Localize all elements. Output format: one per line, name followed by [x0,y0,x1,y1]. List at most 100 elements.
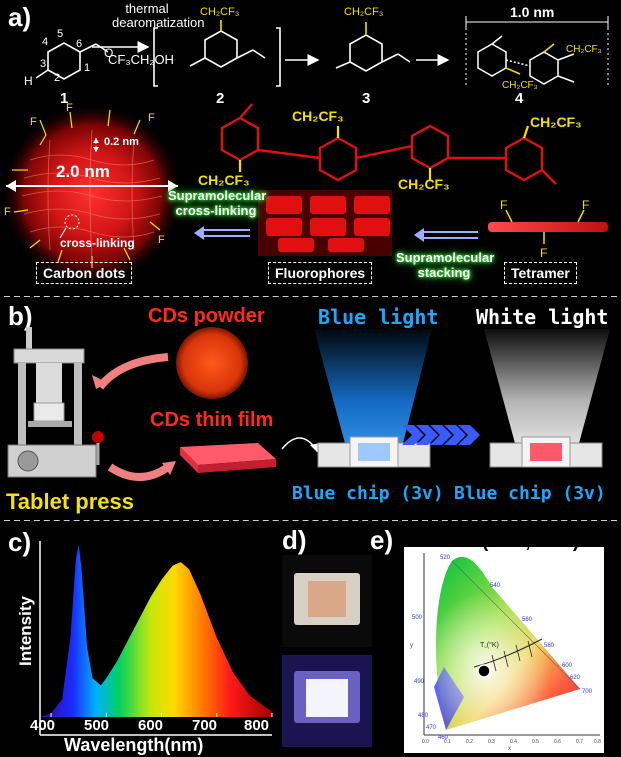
white-light-label: White light [476,305,609,329]
tetramer-rod-f-branches [505,209,585,244]
fluorine-label-1: F [30,116,37,128]
xtick-600: 600 [138,717,164,734]
substituent-3: CH₂CF₃ [344,6,384,18]
press-arrow-bottom [107,463,171,481]
fluorine-label-3: F [148,112,155,124]
reaction-condition-label: thermal dearomatization [112,1,205,30]
fluorine-label-7: F [582,198,590,212]
fluorine-label-6: F [500,198,508,212]
compound-4-structure [477,35,575,85]
panel-b-label: b) [8,301,33,331]
white-light-beam [484,329,610,447]
spectrum-chart [39,541,273,736]
panel-e-label: e) [370,525,394,555]
dimension-dot-label: 2.0 nm [56,162,110,181]
carbon-dot-sphere [0,102,184,286]
cie-wl-580: 580 [544,643,555,649]
aldehyde-o-1: O [104,46,114,60]
panel-a: a) [0,0,621,295]
svg-text:0.1: 0.1 [444,739,451,745]
dimension-f-label: 0.2 nm [104,136,139,148]
substituent-4b: CH₂CF₃ [502,80,538,91]
xtick-500: 500 [84,717,110,734]
svg-text:0.7: 0.7 [576,739,583,745]
panel-a-label: a) [8,2,32,32]
hydroxyl-h-1: H [24,74,33,88]
xtick-400: 400 [30,717,56,734]
cds-powder-label: CDs powder [148,305,265,327]
cie-wl-540: 540 [490,583,501,589]
ring-number-2: 2 [54,72,61,84]
blue-chip-left-image [317,436,431,468]
svg-text:0.3: 0.3 [488,739,495,745]
cie-coordinate-label: (0.27, 0.25) [482,531,580,552]
xtick-700: 700 [192,717,218,734]
ring-number-5: 5 [57,28,64,40]
compound-3-label: 3 [362,90,371,107]
carbon-dot-fluorine-branches [12,109,161,268]
panel-a-drawing [0,16,609,286]
ring-number-4: 4 [42,36,49,48]
spectrum-xlabel: Wavelength(nm) [64,735,204,755]
svg-text:0.6: 0.6 [554,739,561,745]
cds-thin-film-label: CDs thin film [150,409,274,431]
cds-thin-film-image [180,443,276,473]
substituent-4a: CH₂CF₃ [566,44,602,55]
substituent-2: CH₂CF₃ [200,6,240,18]
cie-x-ticks: 0.0 0.1 0.2 0.3 0.4 0.5 0.6 0.7 0.8 [422,739,601,745]
tablet-press-label: Tablet press [6,489,134,514]
panel-b: b) [0,297,621,519]
cie-wl-470: 470 [426,725,437,731]
cie-y-axis-label: y [410,643,413,649]
fluorophore-cluster [258,190,392,256]
cie-wl-700: 700 [582,689,593,695]
spectrum-ticks [50,713,273,717]
blue-chip-left-label: Blue chip (3v) [292,483,444,504]
compound-2-label: 2 [216,90,225,107]
fluorine-label-4: F [4,206,11,218]
xtick-800: 800 [244,717,270,734]
ring-number-6: 6 [76,38,83,50]
compound-1-structure [35,42,109,80]
svg-text:0.0: 0.0 [422,739,429,745]
transition-chevrons [402,425,480,445]
cie-wl-520: 520 [440,555,451,561]
svg-text:0.5: 0.5 [532,739,539,745]
cie-coordinate-point [477,664,491,678]
cie-wl-490: 490 [414,679,425,685]
cie-wl-560: 560 [522,617,533,623]
carbon-dots-box: Carbon dots [36,262,133,284]
compound-1-label: 1 [60,90,69,107]
blue-light-label: Blue light [318,305,439,329]
blue-chip-right-label: Blue chip (3v) [454,483,606,504]
tetramer-substituent-c: CH₂CF₃ [198,172,250,188]
cds-powder-image [176,327,248,399]
supramolecular-cross-linking-label: Supramolecular cross-linking [168,188,267,218]
carbon-dot-mesh [21,129,163,261]
svg-text:0.8: 0.8 [594,739,601,745]
back-arrow-1 [194,226,250,240]
tablet-press-machine [7,327,104,478]
panel-cde: c) d) e) Intensity Wavelength(nm) 400 50… [0,521,621,757]
tetramer-substituent-a: CH₂CF₃ [292,108,344,124]
spectrum-area [40,544,272,717]
cie-wl-620: 620 [570,675,581,681]
cie-wl-460: 460 [438,735,449,741]
tetramer-box: Tetramer [504,262,577,284]
cie-tc-label: T꜀(°K) [480,641,499,649]
svg-text:0.4: 0.4 [510,739,517,745]
cie-x-axis-label: x [508,746,511,752]
planckian-locus [473,638,543,668]
press-arrow-top [96,353,169,390]
cie-wl-600: 600 [562,663,573,669]
spectrum-ylabel: Intensity [16,596,35,666]
dimension-tetramer-label: 1.0 nm [510,4,555,20]
reaction-solvent: CF₃CH₂OH [108,52,174,67]
ring-number-1: 1 [84,62,91,74]
tetramer-structure [220,103,557,185]
cross-link-marker [64,214,80,230]
reaction-label-dearomatization: dearomatization [112,15,205,30]
cie-diagram: 520 540 560 580 600 620 700 500 490 480 … [404,547,604,753]
reaction-label-thermal: thermal [125,1,169,16]
svg-text:0.2: 0.2 [466,739,473,745]
